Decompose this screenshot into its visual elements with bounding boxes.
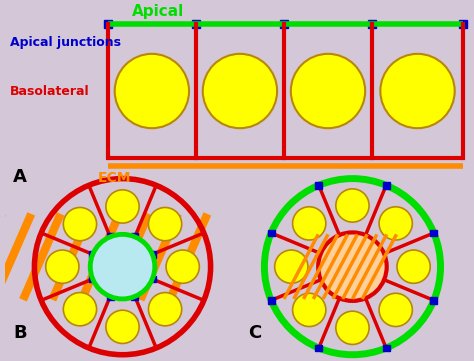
Circle shape [379,293,412,327]
Bar [107,293,114,300]
Circle shape [274,250,308,283]
Circle shape [336,311,369,344]
Bar [383,182,390,189]
Circle shape [106,190,139,223]
Text: Apical junctions: Apical junctions [10,36,121,49]
Text: ECM: ECM [98,171,132,185]
Circle shape [380,54,455,128]
Bar [280,20,288,28]
Circle shape [148,208,182,241]
Bar [430,230,437,236]
Bar [268,297,274,304]
Circle shape [397,250,430,283]
Circle shape [203,54,277,128]
Bar [192,20,200,28]
Text: A: A [13,168,27,186]
Circle shape [106,310,139,343]
Circle shape [292,207,326,240]
Bar [89,275,96,282]
Bar [430,297,437,304]
Bar [131,234,138,240]
Bar [149,251,156,258]
Bar [149,275,156,282]
Circle shape [379,207,412,240]
Circle shape [46,250,79,283]
Text: C: C [248,324,261,342]
Bar [107,234,114,240]
Text: Basolateral: Basolateral [10,84,90,97]
Bar [89,251,96,258]
Circle shape [318,232,387,301]
Bar [368,20,376,28]
Text: Apical: Apical [132,4,184,19]
Circle shape [64,208,97,241]
Circle shape [166,250,200,283]
Circle shape [148,292,182,326]
Circle shape [292,293,326,327]
Circle shape [115,54,189,128]
Circle shape [64,292,97,326]
Circle shape [90,234,155,299]
Bar [459,20,467,28]
Circle shape [336,189,369,222]
Bar [104,20,112,28]
Text: B: B [13,324,27,342]
Circle shape [291,54,365,128]
Bar [315,182,322,189]
Bar [268,230,274,236]
Bar [383,345,390,352]
Bar [131,293,138,300]
Bar [315,345,322,352]
